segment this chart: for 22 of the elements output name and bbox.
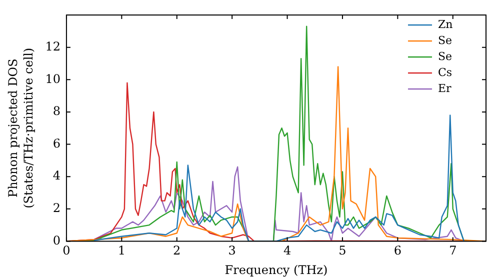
legend-label: Cs xyxy=(438,66,452,79)
x-tick-label: 1 xyxy=(118,244,126,258)
legend-label: Zn xyxy=(438,18,453,31)
x-tick-label: 7 xyxy=(449,244,457,258)
y-tick-label: 2 xyxy=(52,201,60,216)
legend-label: Er xyxy=(438,82,452,95)
legend-label: Se xyxy=(438,50,452,63)
x-tick-label: 5 xyxy=(338,244,346,258)
y-tick-label: 0 xyxy=(52,233,60,248)
y-tick-label: 8 xyxy=(52,104,60,118)
legend-label: Se xyxy=(438,34,452,47)
x-tick-label: 2 xyxy=(173,244,181,258)
x-tick-label: 6 xyxy=(394,244,402,258)
x-axis-title: Frequency (THz) xyxy=(224,262,328,277)
x-tick-label: 0 xyxy=(62,244,70,258)
y-tick-label: 10 xyxy=(45,72,60,86)
y-tick-label: 4 xyxy=(52,168,61,183)
y-tick-label: 6 xyxy=(52,136,60,150)
x-tick-label: 4 xyxy=(283,244,292,258)
y-tick-label: 12 xyxy=(45,39,60,54)
y-axis-title: Phonon projected DOS (States/THz·primitive cell) xyxy=(6,48,36,208)
x-tick-label: 3 xyxy=(228,244,236,258)
